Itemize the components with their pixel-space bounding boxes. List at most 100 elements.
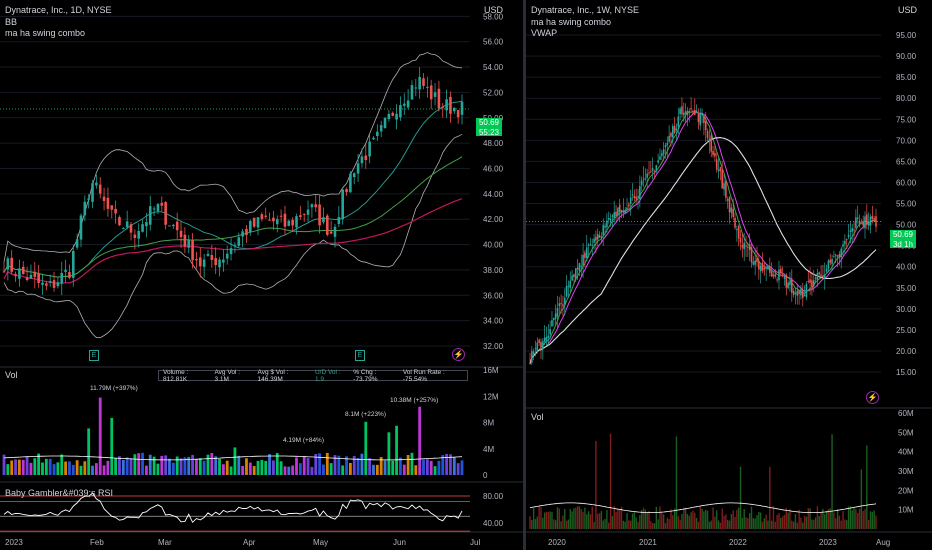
volume-bar bbox=[17, 459, 21, 475]
indicator-ma[interactable]: ma ha swing combo bbox=[531, 17, 612, 27]
volume-bar bbox=[98, 397, 102, 475]
candle-body bbox=[873, 218, 875, 220]
candle-body bbox=[849, 230, 852, 232]
ma-20 bbox=[3, 100, 463, 278]
candle-body bbox=[743, 242, 745, 250]
volume-bar bbox=[835, 518, 837, 529]
y-tick-label: 15.00 bbox=[896, 368, 917, 377]
candle-body bbox=[844, 240, 846, 245]
earnings-marker[interactable]: E bbox=[355, 350, 365, 361]
candle-body bbox=[785, 275, 788, 288]
dividend-icon[interactable]: ⚡ bbox=[452, 348, 465, 361]
dividend-icon[interactable]: ⚡ bbox=[866, 391, 879, 404]
volume-bar bbox=[191, 454, 194, 475]
candle-body bbox=[414, 87, 418, 89]
volume-bar bbox=[287, 466, 291, 475]
candle-body bbox=[820, 274, 822, 276]
volume-bar bbox=[873, 510, 875, 529]
candle-body bbox=[218, 259, 221, 268]
candle-body bbox=[172, 224, 175, 227]
x-tick-label: Jun bbox=[393, 538, 406, 547]
volume-bar bbox=[44, 458, 48, 475]
volume-bar bbox=[820, 512, 822, 529]
volume-bar bbox=[102, 465, 106, 475]
candle-body bbox=[118, 216, 121, 226]
candle-body bbox=[352, 173, 356, 178]
candle-body bbox=[745, 245, 747, 247]
volume-bar bbox=[666, 517, 669, 529]
volume-bar bbox=[847, 506, 850, 529]
daily-chart-pane[interactable]: 32.00 34.00 36.00 38.00 40.00 42.00 44.00 46.00… bbox=[0, 0, 523, 550]
weekly-chart-pane[interactable]: 15.0020.0025.0030.0035.0040.0045.0050.00… bbox=[526, 0, 932, 550]
x-tick-label: Mar bbox=[158, 538, 172, 547]
candle-body bbox=[864, 216, 866, 229]
candle-body bbox=[71, 250, 75, 278]
candle-body bbox=[690, 108, 692, 110]
volume-bar bbox=[646, 512, 648, 529]
volume-bar bbox=[765, 514, 767, 529]
candle-body bbox=[823, 274, 826, 279]
volume-bar bbox=[71, 464, 75, 475]
pane-divider[interactable] bbox=[523, 0, 526, 550]
x-tick-label: Apr bbox=[243, 538, 256, 547]
volume-bar bbox=[637, 521, 639, 529]
candle-body bbox=[549, 329, 551, 335]
volume-bar bbox=[562, 515, 564, 529]
candle-body bbox=[379, 125, 383, 132]
candle-body bbox=[547, 335, 550, 338]
candle-body bbox=[781, 274, 784, 277]
volume-bar bbox=[851, 510, 853, 529]
volume-bar bbox=[160, 455, 164, 475]
volume-bar bbox=[606, 510, 608, 529]
x-tick-label: 2022 bbox=[729, 538, 747, 547]
candle-body bbox=[739, 238, 742, 243]
candle-body bbox=[831, 259, 833, 265]
candle-body bbox=[721, 169, 724, 189]
volume-bar bbox=[856, 513, 859, 529]
indicator-bb[interactable]: BB bbox=[5, 17, 18, 27]
volume-bar bbox=[252, 466, 256, 475]
volume-bar bbox=[333, 455, 337, 475]
volume-bar bbox=[763, 518, 766, 529]
candle-body bbox=[372, 137, 375, 140]
volume-stats-box: Volume : 812.81K Avg Vol : 3.1M Avg $ Vo… bbox=[158, 369, 468, 383]
candle-body bbox=[693, 109, 696, 115]
volume-bar bbox=[708, 521, 711, 529]
volume-bar bbox=[531, 519, 533, 529]
candle-body bbox=[202, 259, 206, 267]
volume-bar bbox=[237, 455, 241, 475]
volume-bar bbox=[864, 509, 866, 529]
volume-bar bbox=[272, 460, 275, 475]
candle-body bbox=[6, 258, 10, 270]
candle-body bbox=[758, 261, 760, 270]
candle-body bbox=[206, 253, 210, 256]
candle-body bbox=[657, 160, 659, 163]
candle-body bbox=[803, 294, 806, 297]
countdown: 3d 1h bbox=[892, 240, 914, 249]
candle-body bbox=[842, 244, 844, 247]
y-tick-label: 70.00 bbox=[896, 136, 917, 145]
candle-body bbox=[759, 265, 762, 272]
indicator-vwap[interactable]: VWAP bbox=[531, 28, 558, 38]
candle-body bbox=[679, 108, 681, 115]
bollinger-lower bbox=[3, 133, 463, 339]
volume-bar bbox=[264, 460, 268, 475]
earnings-marker[interactable]: E bbox=[89, 350, 99, 361]
candle-body bbox=[578, 263, 581, 272]
volume-bar bbox=[701, 508, 703, 529]
volume-bar bbox=[68, 461, 71, 475]
daily-chart-canvas[interactable]: 32.00 34.00 36.00 38.00 40.00 42.00 44.00 46.00… bbox=[0, 0, 523, 550]
volume-bar bbox=[769, 466, 771, 529]
candle-body bbox=[688, 110, 691, 112]
candle-body bbox=[635, 196, 637, 199]
indicator-ma[interactable]: ma ha swing combo bbox=[5, 28, 86, 38]
candle-body bbox=[650, 171, 652, 173]
candle-body bbox=[776, 279, 778, 281]
weekly-chart-canvas[interactable]: 15.0020.0025.0030.0035.0040.0045.0050.00… bbox=[526, 0, 932, 550]
y-tick-label: 30.00 bbox=[896, 305, 917, 314]
volume-bar bbox=[639, 515, 641, 529]
volume-bar bbox=[814, 517, 817, 529]
y-tick-label: 90.00 bbox=[896, 52, 917, 61]
volume-bar bbox=[295, 457, 298, 475]
candle-body bbox=[862, 222, 864, 226]
